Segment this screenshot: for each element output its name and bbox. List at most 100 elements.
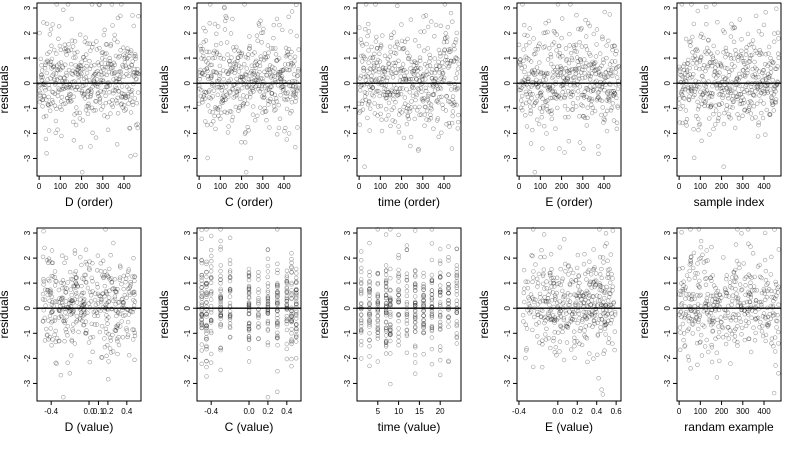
data-point [75, 67, 81, 72]
data-point [576, 63, 581, 68]
data-point [680, 86, 686, 91]
data-point [83, 75, 89, 80]
data-point [69, 292, 74, 298]
data-point [58, 373, 64, 378]
data-point [561, 79, 567, 85]
data-point [98, 77, 104, 83]
data-point [267, 99, 272, 104]
data-point [233, 65, 238, 70]
data-point [761, 22, 767, 28]
data-point [596, 70, 602, 75]
data-point [449, 87, 454, 92]
data-point [207, 88, 212, 93]
data-point [106, 359, 111, 364]
data-point [561, 300, 566, 305]
data-point [251, 104, 256, 109]
data-point [705, 103, 711, 109]
data-point [396, 58, 401, 63]
data-point [56, 287, 62, 293]
data-point [205, 61, 211, 66]
data-point [108, 111, 113, 116]
data-point [738, 91, 743, 97]
data-point [94, 47, 100, 52]
data-point [677, 312, 682, 317]
data-point [677, 325, 683, 330]
data-point [388, 49, 393, 54]
data-point [220, 98, 226, 103]
data-point [121, 273, 127, 279]
data-point [269, 73, 274, 79]
data-point [531, 269, 536, 274]
data-point [593, 271, 599, 276]
data-point [560, 276, 565, 281]
data-point [128, 89, 134, 95]
data-point [256, 21, 261, 26]
data-point [208, 62, 213, 68]
data-point [687, 72, 693, 77]
data-point [85, 41, 90, 46]
data-point [429, 335, 435, 340]
data-point [455, 86, 460, 92]
data-point [719, 64, 724, 69]
data-point [220, 93, 226, 98]
data-point [528, 111, 533, 116]
data-point [358, 108, 363, 114]
data-point [395, 3, 400, 9]
data-point [404, 288, 410, 294]
data-point [250, 71, 255, 77]
data-point [760, 115, 766, 121]
y-tick-label: 3 [183, 230, 192, 235]
data-point [714, 70, 720, 76]
data-point [272, 77, 278, 83]
data-point [524, 82, 529, 87]
data-point [600, 105, 605, 110]
data-point [558, 66, 564, 71]
data-point [729, 275, 735, 280]
data-point [227, 58, 232, 64]
data-point [591, 356, 596, 361]
data-point [578, 102, 584, 107]
data-point [112, 88, 118, 93]
y-tick-label: 2 [503, 255, 512, 260]
data-point [386, 61, 391, 66]
data-point [294, 271, 299, 276]
data-point [119, 94, 124, 99]
data-point [67, 91, 72, 97]
data-point [721, 87, 727, 93]
data-point [81, 93, 86, 98]
data-point [776, 341, 781, 346]
data-point [380, 73, 385, 78]
y-axis-label: residuals [317, 65, 331, 113]
data-point [411, 85, 416, 91]
data-point [587, 84, 593, 89]
data-point [558, 96, 563, 101]
data-point [133, 122, 139, 128]
data-point [396, 232, 401, 238]
data-point [76, 329, 81, 335]
data-point [381, 89, 386, 95]
data-point [261, 57, 267, 63]
y-tick-label: -2 [503, 129, 512, 137]
y-tick-label: 3 [663, 230, 672, 235]
data-point [52, 103, 58, 108]
data-point [594, 293, 600, 298]
data-point [370, 85, 375, 90]
data-point [759, 290, 765, 296]
data-point [425, 46, 430, 51]
data-point [705, 91, 710, 96]
data-point [771, 344, 776, 349]
data-point [278, 76, 283, 81]
data-point [292, 54, 298, 59]
data-point [39, 63, 44, 68]
data-point [441, 77, 446, 83]
data-point [42, 338, 48, 343]
data-point [218, 238, 223, 244]
data-point [46, 103, 51, 108]
data-point [357, 122, 362, 127]
data-point [429, 288, 435, 293]
data-point [392, 119, 398, 124]
data-point [547, 85, 553, 91]
data-point [82, 96, 88, 101]
data-point [742, 108, 747, 113]
data-point [250, 112, 256, 117]
